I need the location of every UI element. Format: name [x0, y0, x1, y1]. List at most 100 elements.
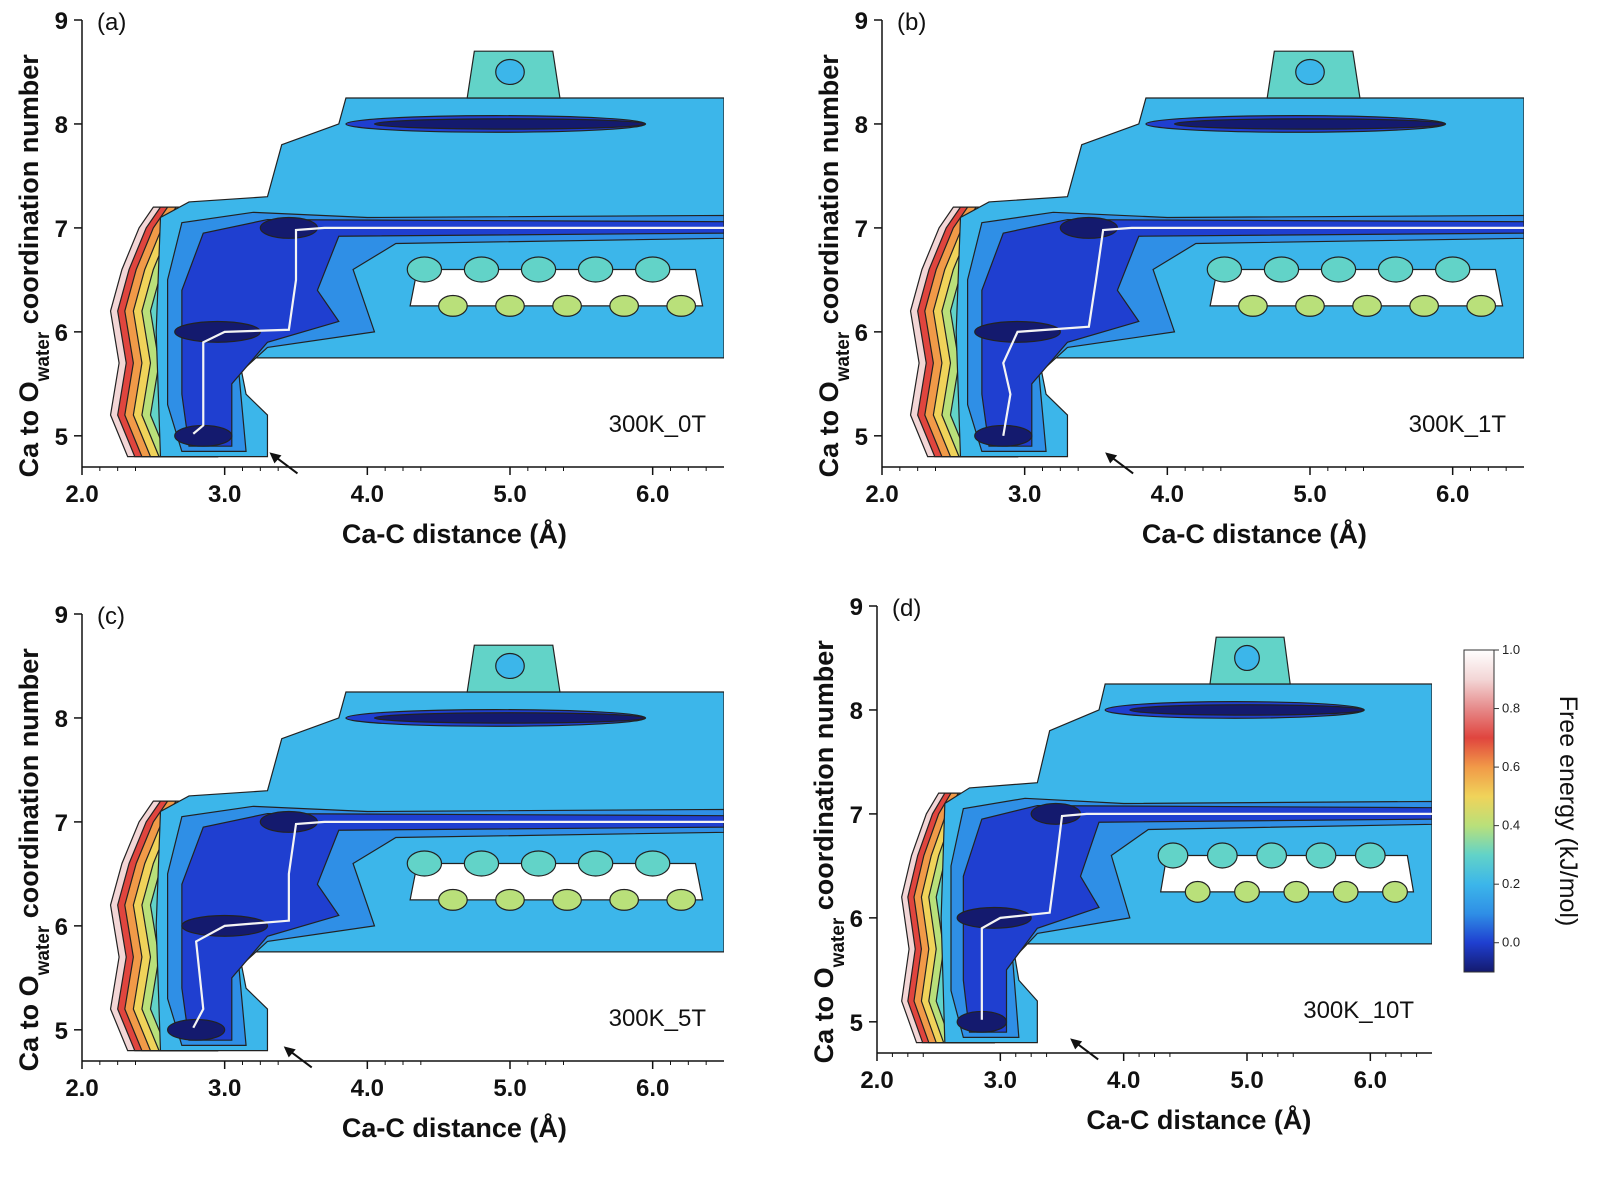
- y-tick-label: 5: [850, 1010, 863, 1037]
- heatmap-layer: [909, 50, 1524, 458]
- colorbar-gradient: [1463, 649, 1495, 973]
- panel-label: (b): [897, 9, 926, 36]
- y-tick-label: 7: [55, 216, 68, 243]
- gap-ring2-1: [1234, 880, 1260, 903]
- gap-ring2-0: [438, 888, 468, 911]
- basin-inner: [981, 218, 1524, 447]
- free-energy-minimum-3: [373, 712, 647, 724]
- basin-top-spot: [495, 652, 525, 680]
- chart-svg-3: 2.0 3.0 4.0 5.0 6.0 5 6 7 8 9 Ca-C distance (Å) Ca …: [809, 594, 1432, 1135]
- gap-ring-3: [577, 256, 614, 283]
- gap-ring2-3: [1409, 294, 1440, 317]
- colorbar-tick-label: 0.8: [1502, 701, 1520, 716]
- free-energy-minimum-3: [1129, 704, 1365, 716]
- gap-ring2-2: [1352, 294, 1382, 317]
- colorbar-tick-label: 0.4: [1502, 818, 1520, 833]
- y-tick-label: 7: [855, 216, 868, 243]
- chart-svg-1: 2.0 3.0 4.0 5.0 6.0 5 6 7 8 9 Ca-C distance (Å) Ca …: [814, 8, 1524, 549]
- free-energy-minimum-1: [174, 320, 261, 343]
- gap-ring-2: [1256, 842, 1288, 869]
- x-axis-label: Ca-C distance (Å): [1142, 518, 1367, 549]
- gap-ring2-4: [1466, 294, 1497, 317]
- gap-ring-4: [1434, 256, 1471, 283]
- condition-label: 300K_10T: [1303, 997, 1414, 1024]
- x-tick-label: 3.0: [984, 1067, 1017, 1094]
- x-tick-label: 5.0: [493, 481, 526, 508]
- y-axis-label: Ca to Owater coordination number: [14, 648, 54, 1072]
- x-tick-label: 5.0: [1293, 481, 1326, 508]
- gap-ring-2: [520, 850, 557, 877]
- gap-ring2-0: [1238, 294, 1268, 317]
- y-axis-label: Ca to Owater coordination number: [814, 54, 854, 478]
- colorbar-tick-label: 0.2: [1502, 876, 1520, 891]
- x-tick-label: 4.0: [351, 1075, 384, 1102]
- y-tick-label: 8: [850, 698, 863, 725]
- gap-ring2-0: [1184, 880, 1211, 903]
- panel-label: (c): [97, 603, 125, 630]
- gap-ring-1: [1263, 256, 1300, 283]
- gap-ring-2: [520, 256, 557, 283]
- gap-ring2-1: [1295, 294, 1325, 317]
- basin-top-spot: [1234, 644, 1260, 672]
- gap-ring-0: [406, 256, 443, 283]
- gap-ring-0: [406, 850, 443, 877]
- gap-ring-1: [463, 850, 500, 877]
- colorbar-svg: 0.0 0.2 0.4 0.6 0.8 1.0 Free energy (kJ/mol): [1463, 642, 1582, 973]
- x-tick-label: 4.0: [1151, 481, 1184, 508]
- gap-ring-4: [1354, 842, 1386, 869]
- condition-label: 300K_5T: [609, 1005, 707, 1032]
- free-energy-minimum-2: [1059, 216, 1119, 239]
- x-tick-label: 4.0: [1107, 1067, 1140, 1094]
- gap-ring-3: [1305, 842, 1337, 869]
- x-tick-label: 2.0: [65, 1075, 98, 1102]
- y-tick-label: 7: [850, 802, 863, 829]
- free-energy-minimum-0: [167, 1018, 226, 1041]
- colorbar-tick-label: 0.6: [1502, 759, 1520, 774]
- x-tick-label: 3.0: [208, 1075, 241, 1102]
- colorbar-tick-label: 1.0: [1502, 642, 1520, 657]
- basin-inner: [181, 812, 724, 1041]
- basin-inner: [181, 218, 724, 447]
- x-tick-label: 6.0: [1354, 1067, 1387, 1094]
- y-tick-label: 6: [55, 320, 68, 347]
- free-energy-minimum-1: [956, 906, 1032, 929]
- arrow-head: [1105, 452, 1118, 464]
- y-tick-label: 5: [55, 424, 68, 451]
- x-tick-label: 5.0: [1230, 1067, 1263, 1094]
- y-axis-label: Ca to Owater coordination number: [14, 54, 54, 478]
- gap-ring2-2: [552, 294, 582, 317]
- panel-d: 2.0 3.0 4.0 5.0 6.0 5 6 7 8 9 Ca-C distance (Å) Ca …: [800, 594, 1600, 1188]
- min-energy-path: [1002, 226, 1524, 436]
- gap-ring2-2: [1283, 880, 1310, 903]
- arrow-head: [283, 1046, 296, 1058]
- x-axis-label: Ca-C distance (Å): [342, 1112, 567, 1143]
- x-tick-label: 4.0: [351, 481, 384, 508]
- y-tick-label: 8: [55, 112, 68, 139]
- colorbar: 0.0 0.2 0.4 0.6 0.8 1.0 Free energy (kJ/mol): [1440, 630, 1600, 1000]
- x-tick-label: 2.0: [865, 481, 898, 508]
- free-energy-minimum-3: [1173, 118, 1447, 130]
- y-tick-label: 9: [55, 602, 68, 629]
- gap-ring2-3: [1332, 880, 1359, 903]
- y-tick-label: 8: [855, 112, 868, 139]
- colorbar-tick-label: 0.0: [1502, 935, 1520, 950]
- gap-ring2-4: [1382, 880, 1408, 903]
- y-tick-label: 6: [855, 320, 868, 347]
- gap-ring-0: [1157, 842, 1189, 869]
- min-energy-path: [192, 820, 724, 1029]
- chart-svg-0: 2.0 3.0 4.0 5.0 6.0 5 6 7 8 9 Ca-C distance (Å) Ca …: [14, 8, 724, 549]
- arrow-head: [269, 452, 282, 464]
- y-tick-label: 5: [55, 1018, 68, 1045]
- x-tick-label: 5.0: [493, 1075, 526, 1102]
- x-tick-label: 2.0: [860, 1067, 893, 1094]
- gap-ring2-0: [438, 294, 468, 317]
- y-tick-label: 9: [855, 8, 868, 35]
- panel-label: (a): [97, 9, 126, 36]
- panel-label: (d): [892, 595, 921, 622]
- free-energy-minimum-2: [1030, 802, 1082, 825]
- free-energy-minimum-2: [259, 810, 319, 833]
- gap-ring-4: [634, 256, 671, 283]
- heatmap-layer: [109, 50, 724, 458]
- min-energy-path: [980, 812, 1432, 1020]
- panel-c: 2.0 3.0 4.0 5.0 6.0 5 6 7 8 9 Ca-C distance (Å) Ca …: [0, 594, 800, 1188]
